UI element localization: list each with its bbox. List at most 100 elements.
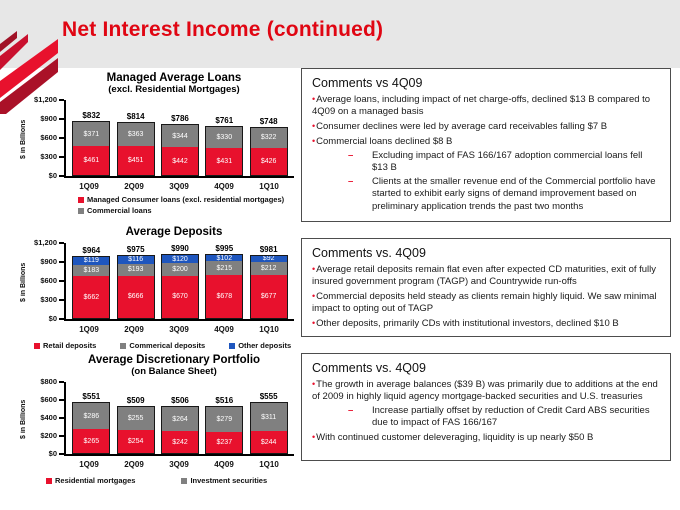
comments-title: Comments vs. 4Q09 (312, 246, 426, 260)
bar-stack: $120 $200 $670 (160, 254, 199, 319)
y-tick-mark (59, 137, 64, 139)
legend-item: Retail deposits (34, 341, 96, 350)
y-tick-label: $0 (48, 171, 57, 180)
legend-label: Commercial loans (87, 206, 152, 215)
legend-item: Commercial loans (78, 206, 302, 215)
bullet-marker-icon: • (312, 318, 316, 329)
y-tick-label: $900 (40, 114, 57, 123)
bullet-text: Other deposits, primarily CDs with insti… (316, 318, 619, 330)
x-axis-label: 1Q09 (79, 325, 99, 334)
comments-bullet-list: •Average loans, including impact of net … (312, 94, 660, 213)
bar-segment: $442 (161, 147, 198, 175)
legend-label: Managed Consumer loans (excl. residentia… (87, 195, 285, 204)
x-axis-label: 4Q09 (214, 460, 234, 469)
legend-label: Investment securities (190, 476, 268, 485)
slide-title: Net Interest Income (continued) (62, 18, 384, 41)
bar-segment: $286 (73, 403, 110, 430)
y-tick-label: $1,200 (34, 95, 57, 104)
average-discretionary-portfolio-chart: Average Discretionary Portfolio (on Bala… (16, 354, 302, 485)
y-tick-label: $800 (40, 377, 57, 386)
x-axis-label: 3Q09 (169, 460, 189, 469)
legend-item: Residential mortgages (46, 476, 135, 485)
x-axis-label: 2Q09 (124, 460, 144, 469)
legend-label: Other deposits (238, 341, 292, 350)
average-deposits-chart: Average Deposits $ in Billions $0 $300 $60… (16, 226, 302, 350)
bar-stack: $116 $193 $666 (116, 255, 155, 319)
legend-label: Residential mortgages (55, 476, 136, 485)
bullet-text: Consumer declines were led by average ca… (316, 121, 608, 133)
chart-subtitle: (on Balance Sheet) (131, 366, 217, 377)
bar-segment: $92 (250, 255, 287, 262)
y-tick-label: $0 (48, 449, 57, 458)
legend-swatch-icon (34, 342, 40, 349)
bar-stack: $371 $461 (72, 121, 111, 176)
comments-title: Comments vs. 4Q09 (312, 361, 426, 375)
stacked-bar-1Q10: $981 $92 $212 $677 (249, 244, 288, 319)
chart-legend: Managed Consumer loans (excl. residentia… (78, 195, 302, 215)
legend-swatch-icon (46, 477, 52, 484)
bar-stack: $255 $254 (116, 406, 155, 454)
bar-segment: $363 (117, 123, 154, 147)
bullet-marker-icon: • (312, 432, 316, 443)
bar-total-label: $509 (126, 396, 145, 406)
bar-stack: $102 $215 $678 (205, 254, 244, 319)
stacked-bar-3Q09: $786 $344 $442 (160, 114, 199, 176)
bar-stack: $363 $451 (116, 122, 155, 176)
bullet-marker-icon: – (348, 405, 354, 417)
legend-swatch-icon (229, 342, 236, 349)
y-tick-label: $300 (40, 152, 57, 161)
bar-total-label: $995 (215, 244, 234, 253)
chart-plot-area: $ in Billions $0 $200 $400 $600 $800 $551 $286… (16, 377, 302, 458)
chart-subtitle: (excl. Residential Mortgages) (108, 84, 240, 95)
bar-segment: $670 (161, 275, 198, 318)
chart-title: Average Discretionary Portfolio (87, 354, 261, 366)
y-tick-label: $600 (40, 276, 57, 285)
chart-title: Managed Average Loans (106, 72, 242, 84)
bullet-item: •Average loans, including impact of net … (312, 94, 660, 118)
bar-stack: $286 $265 (72, 402, 111, 454)
x-axis-label: 2Q09 (124, 325, 144, 334)
bar-segment: $244 (250, 431, 287, 453)
bar-total-label: $990 (171, 244, 189, 254)
plot: $0 $200 $400 $600 $800 $551 $286 $265 $509 $255 $2… (40, 377, 294, 458)
bar-segment: $451 (117, 146, 154, 175)
bars: $964 $119 $183 $662 $975 $116 $193 $666 $990 $120… (66, 244, 294, 319)
bar-total-label: $832 (82, 111, 101, 121)
x-axis-label: 1Q09 (79, 182, 99, 191)
legend-item: Managed Consumer loans (excl. residentia… (78, 195, 302, 204)
bullet-item: •Commercial deposits held steady as clie… (312, 291, 660, 315)
bar-stack: $92 $212 $677 (249, 254, 288, 319)
bar-segment: $311 (250, 403, 287, 432)
bar-segment: $265 (73, 429, 110, 453)
bar-total-label: $981 (259, 244, 278, 254)
bullet-item: •With continued customer deleveraging, l… (312, 432, 660, 444)
stacked-bar-4Q09: $995 $102 $215 $678 (205, 244, 244, 319)
y-tick-mark (59, 453, 64, 455)
legend-swatch-icon (181, 477, 188, 484)
y-tick-label: $1,200 (34, 238, 57, 247)
legend-swatch-icon (120, 342, 127, 349)
x-axis-label: 3Q09 (169, 182, 189, 191)
bar-stack: $322 $426 (249, 126, 288, 176)
stacked-bar-3Q09: $990 $120 $200 $670 (160, 244, 199, 319)
bars: $551 $286 $265 $509 $255 $254 $506 $264 $242 $516… (66, 392, 294, 454)
bullet-marker-icon: • (312, 94, 316, 104)
bar-segment: $677 (250, 275, 287, 318)
bar-segment: $322 (250, 127, 287, 149)
y-tick-mark (59, 261, 64, 263)
bar-segment: $431 (206, 147, 243, 175)
bar-total-label: $964 (82, 245, 101, 255)
bar-segment: $461 (73, 145, 110, 175)
stacked-bar-2Q09: $509 $255 $254 (116, 396, 155, 454)
bullet-text: Excluding impact of FAS 166/167 adoption… (372, 150, 643, 174)
bar-total-label: $516 (215, 395, 234, 405)
legend-label: Retail deposits (43, 341, 97, 350)
y-tick-label: $0 (48, 314, 57, 323)
y-tick-label: $600 (40, 395, 57, 404)
y-tick-mark (59, 318, 64, 320)
y-tick-label: $600 (40, 133, 57, 142)
y-tick-label: $200 (40, 431, 57, 440)
managed-average-loans-chart: Managed Average Loans (excl. Residential… (16, 72, 302, 215)
chart-title: Average Deposits (125, 226, 223, 238)
x-axis-label: 3Q09 (169, 325, 189, 334)
